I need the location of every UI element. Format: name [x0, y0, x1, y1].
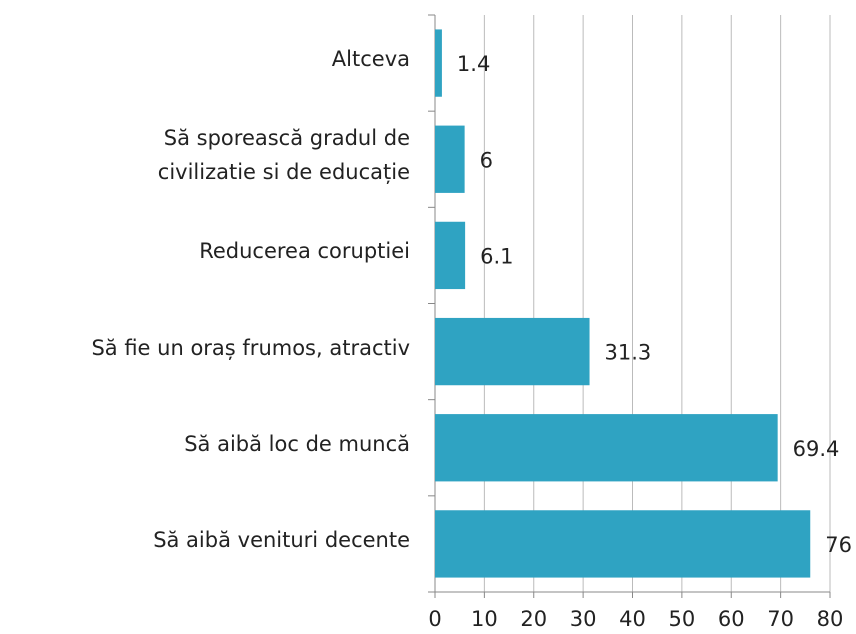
data-label: 6.1	[480, 244, 513, 268]
bar	[435, 29, 442, 97]
y-tick-label: Să aibă loc de muncă	[184, 431, 410, 456]
data-label: 31.3	[605, 341, 652, 365]
y-tick-label: Altceva	[331, 47, 410, 72]
x-tick-label: 70	[767, 607, 794, 631]
x-tick-label: 10	[471, 607, 498, 631]
y-tick-label: Să sporească gradul de civilizatie si de…	[157, 126, 410, 185]
x-tick-label: 50	[669, 607, 696, 631]
y-tick-label: Reducerea coruptiei	[199, 239, 410, 264]
bar	[435, 510, 811, 578]
data-label: 76	[825, 533, 852, 557]
x-tick-label: 60	[718, 607, 745, 631]
x-tick-label: 0	[428, 607, 441, 631]
x-tick-label: 80	[817, 607, 844, 631]
bar	[435, 414, 778, 482]
x-tick-label: 20	[520, 607, 547, 631]
bar	[435, 221, 466, 290]
y-tick-label: Să aibă venituri decente	[153, 527, 410, 552]
x-tick-label: 30	[570, 607, 597, 631]
data-label: 69.4	[793, 437, 840, 461]
data-label: 6	[480, 148, 493, 172]
y-tick-label: Să fie un oraș frumos, atractiv	[91, 335, 410, 360]
data-label: 1.4	[457, 52, 490, 76]
x-tick-label: 40	[619, 607, 646, 631]
bar	[435, 317, 590, 386]
bar	[435, 125, 465, 193]
